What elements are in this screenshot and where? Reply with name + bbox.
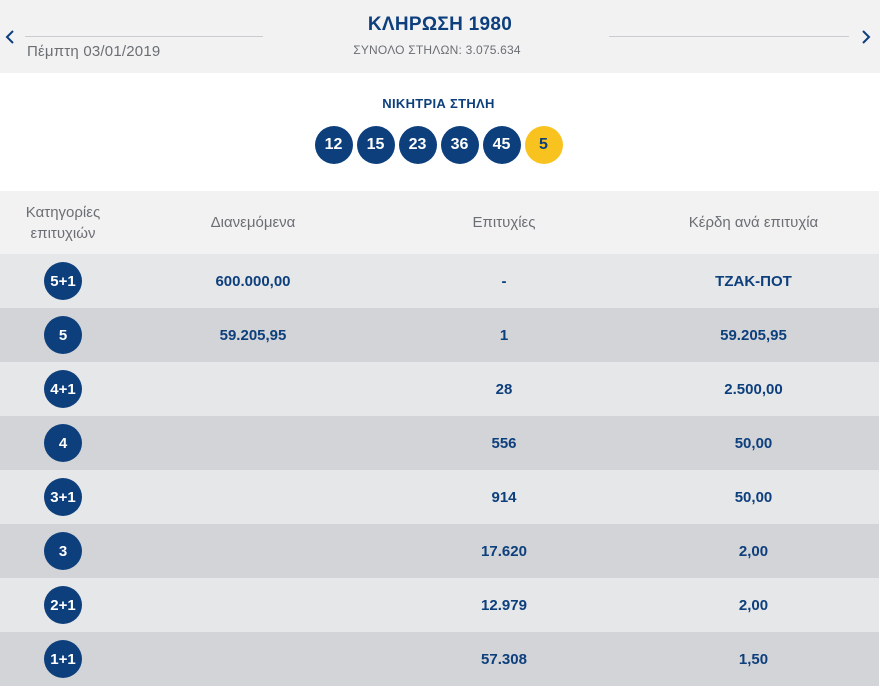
draw-date: Πέμπτη 03/01/2019 bbox=[27, 43, 161, 60]
prize-cell: 2,00 bbox=[738, 596, 769, 614]
prize-cell: 59.205,95 bbox=[720, 326, 787, 344]
header-category-line1: Κατηγορίες bbox=[25, 203, 101, 221]
winning-numbers: 12 15 23 36 45 5 bbox=[0, 126, 877, 164]
table-row: 4+1 28 2.500,00 bbox=[0, 362, 879, 416]
category-badge: 1+1 bbox=[44, 640, 82, 678]
prize-cell: 1,50 bbox=[738, 650, 769, 668]
header-distributed: Διανεμόμενα bbox=[210, 214, 296, 231]
prize-cell: 2.500,00 bbox=[724, 380, 783, 398]
winning-number-ball: 12 bbox=[314, 126, 353, 164]
prize-cell: 50,00 bbox=[734, 488, 773, 506]
prize-cell: 2,00 bbox=[738, 542, 769, 560]
table-row: 2+1 12.979 2,00 bbox=[0, 578, 879, 632]
prize-cell: ΤΖΑΚ-ΠΟΤ bbox=[715, 272, 792, 290]
winning-number-ball: 36 bbox=[440, 126, 479, 164]
winners-cell: 57.308 bbox=[481, 650, 527, 668]
draw-title: ΚΛΗΡΩΣΗ 1980 bbox=[367, 14, 513, 35]
table-row: 4 556 50,00 bbox=[0, 416, 879, 470]
next-draw-button[interactable] bbox=[856, 22, 876, 52]
category-badge: 4+1 bbox=[44, 370, 82, 408]
winning-number-ball: 15 bbox=[356, 126, 395, 164]
total-columns: ΣΥΝΟΛΟ ΣΤΗΛΩΝ: 3.075.634 bbox=[353, 43, 521, 57]
category-badge: 5+1 bbox=[44, 262, 82, 300]
category-badge: 4 bbox=[44, 424, 82, 462]
table-row: 3 17.620 2,00 bbox=[0, 524, 879, 578]
draw-header: Πέμπτη 03/01/2019 ΚΛΗΡΩΣΗ 1980 ΣΥΝΟΛΟ ΣΤ… bbox=[0, 0, 880, 73]
header-category-line2: επιτυχιών bbox=[30, 224, 96, 242]
header-prize: Κέρδη ανά επιτυχία bbox=[688, 214, 819, 231]
winning-column-label: ΝΙΚΗΤΡΙΑ ΣΤΗΛΗ bbox=[382, 96, 495, 111]
prize-table: Κατηγορίες επιτυχιών Διανεμόμενα Επιτυχίε… bbox=[0, 191, 879, 686]
table-row: 5+1 600.000,00 - ΤΖΑΚ-ΠΟΤ bbox=[0, 254, 879, 308]
winners-cell: 28 bbox=[495, 380, 513, 398]
distributed-cell: 59.205,95 bbox=[219, 326, 287, 344]
category-badge: 3 bbox=[44, 532, 82, 570]
chevron-left-icon bbox=[5, 30, 14, 44]
table-row: 1+1 57.308 1,50 bbox=[0, 632, 879, 686]
table-row: 5 59.205,95 1 59.205,95 bbox=[0, 308, 879, 362]
chevron-right-icon bbox=[862, 30, 871, 44]
winning-number-ball: 45 bbox=[482, 126, 521, 164]
previous-draw-button[interactable] bbox=[0, 22, 20, 52]
category-badge: 2+1 bbox=[44, 586, 82, 624]
winning-number-ball: 23 bbox=[398, 126, 437, 164]
joker-ball: 5 bbox=[524, 126, 563, 164]
header-divider-right bbox=[609, 36, 849, 37]
winners-cell: 914 bbox=[491, 488, 517, 506]
category-badge: 5 bbox=[44, 316, 82, 354]
prize-cell: 50,00 bbox=[734, 434, 773, 452]
prize-table-header: Κατηγορίες επιτυχιών Διανεμόμενα Επιτυχίε… bbox=[0, 191, 879, 254]
winners-cell: 12.979 bbox=[481, 596, 527, 614]
header-divider-left bbox=[25, 36, 263, 37]
category-badge: 3+1 bbox=[44, 478, 82, 516]
table-row: 3+1 914 50,00 bbox=[0, 470, 879, 524]
winners-cell: 556 bbox=[491, 434, 517, 452]
header-category: Κατηγορίες επιτυχιών bbox=[0, 202, 126, 244]
winners-cell: 17.620 bbox=[481, 542, 527, 560]
distributed-cell: 600.000,00 bbox=[215, 272, 291, 290]
winners-cell: 1 bbox=[499, 326, 509, 344]
winners-cell: - bbox=[501, 272, 507, 290]
header-winners: Επιτυχίες bbox=[472, 214, 536, 231]
